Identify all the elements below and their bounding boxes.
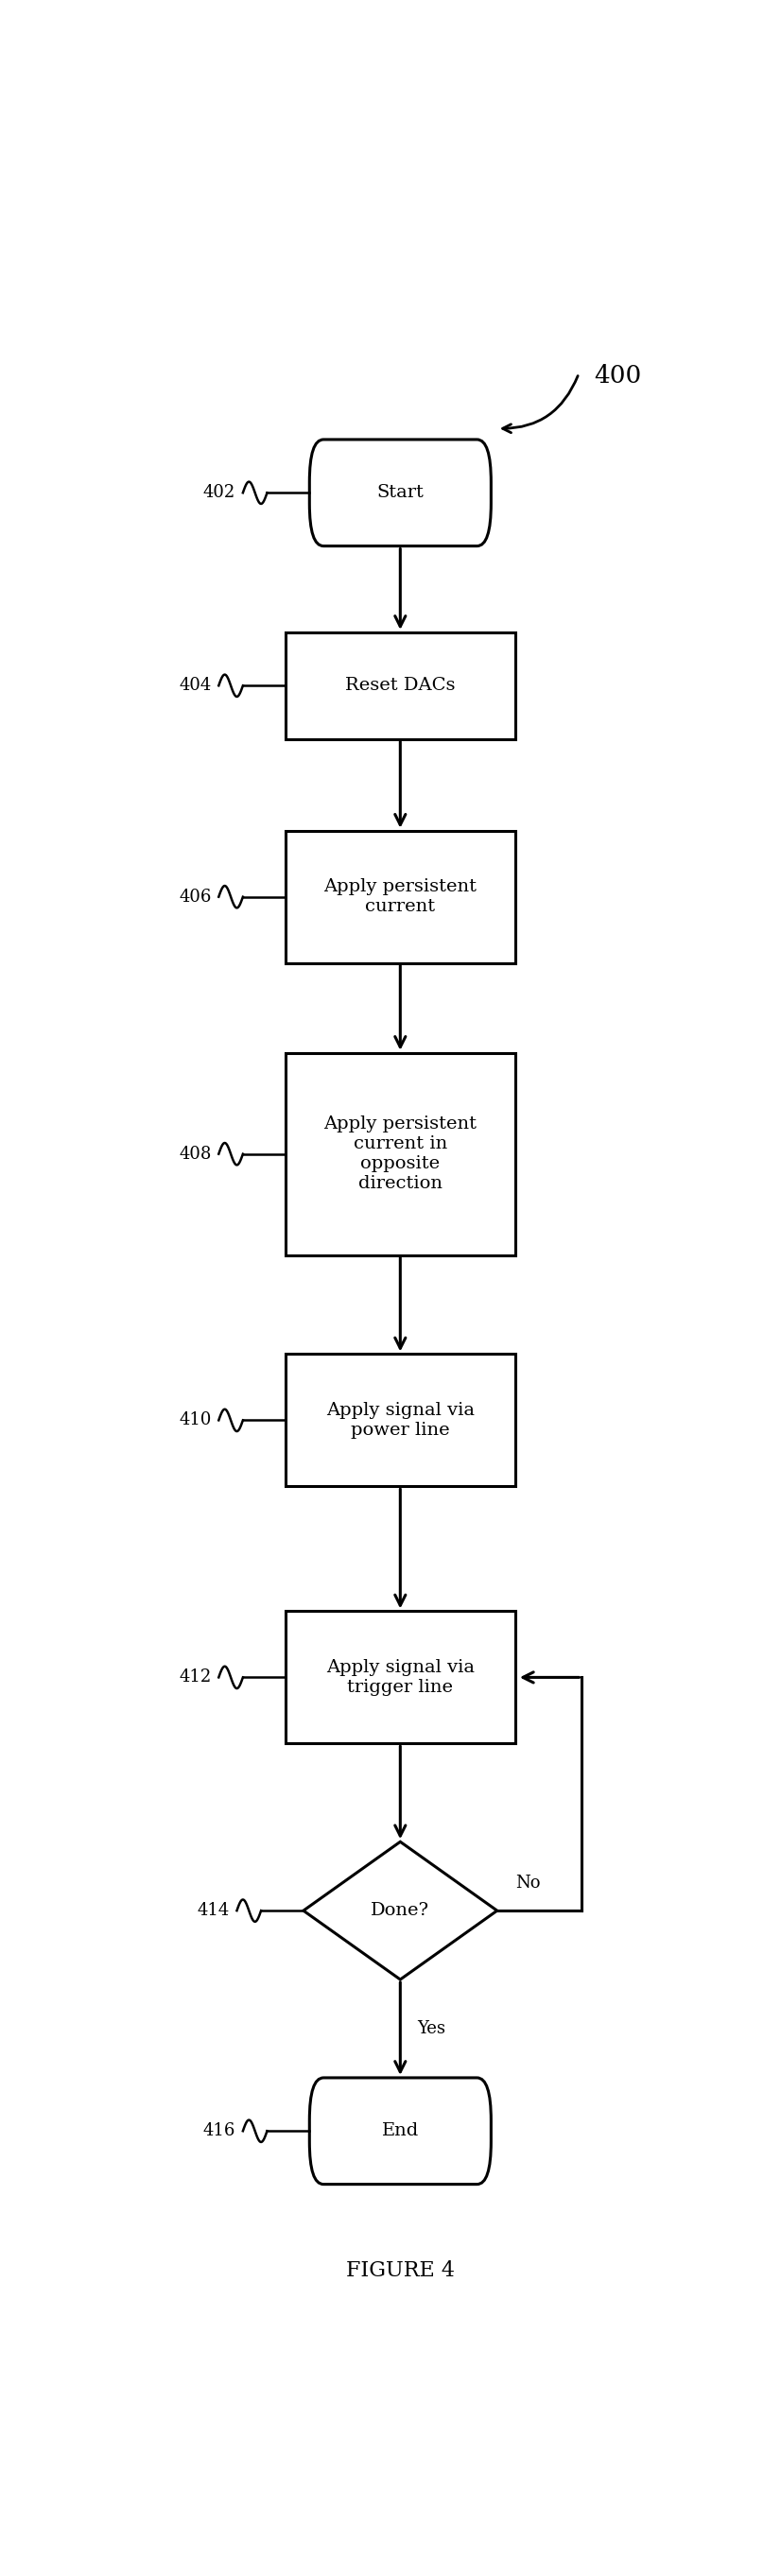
Text: Apply signal via
power line: Apply signal via power line bbox=[326, 1401, 475, 1437]
Text: 414: 414 bbox=[197, 1901, 230, 1919]
Text: Start: Start bbox=[376, 484, 424, 502]
Text: No: No bbox=[515, 1875, 540, 1891]
Text: Yes: Yes bbox=[417, 2020, 446, 2038]
Bar bbox=[285, 631, 515, 739]
Text: 404: 404 bbox=[179, 677, 212, 693]
Text: Apply persistent
current: Apply persistent current bbox=[323, 878, 477, 914]
Bar bbox=[285, 829, 515, 963]
FancyArrowPatch shape bbox=[503, 376, 578, 433]
Bar bbox=[285, 1610, 515, 1744]
FancyBboxPatch shape bbox=[309, 440, 491, 546]
Text: Apply signal via
trigger line: Apply signal via trigger line bbox=[326, 1659, 475, 1695]
Text: Reset DACs: Reset DACs bbox=[345, 677, 455, 693]
Text: 408: 408 bbox=[179, 1146, 212, 1162]
Text: 410: 410 bbox=[179, 1412, 212, 1430]
Text: Apply persistent
current in
opposite
direction: Apply persistent current in opposite dir… bbox=[323, 1115, 477, 1193]
Bar bbox=[285, 1054, 515, 1255]
Text: FIGURE 4: FIGURE 4 bbox=[346, 2259, 455, 2280]
Polygon shape bbox=[303, 1842, 497, 1978]
Bar bbox=[285, 1355, 515, 1486]
Text: End: End bbox=[382, 2123, 419, 2141]
FancyBboxPatch shape bbox=[309, 2079, 491, 2184]
Text: 416: 416 bbox=[203, 2123, 236, 2141]
Text: Done?: Done? bbox=[371, 1901, 430, 1919]
Text: 402: 402 bbox=[203, 484, 236, 502]
Text: 400: 400 bbox=[594, 363, 641, 389]
Text: 406: 406 bbox=[179, 889, 212, 904]
Text: 412: 412 bbox=[179, 1669, 212, 1685]
